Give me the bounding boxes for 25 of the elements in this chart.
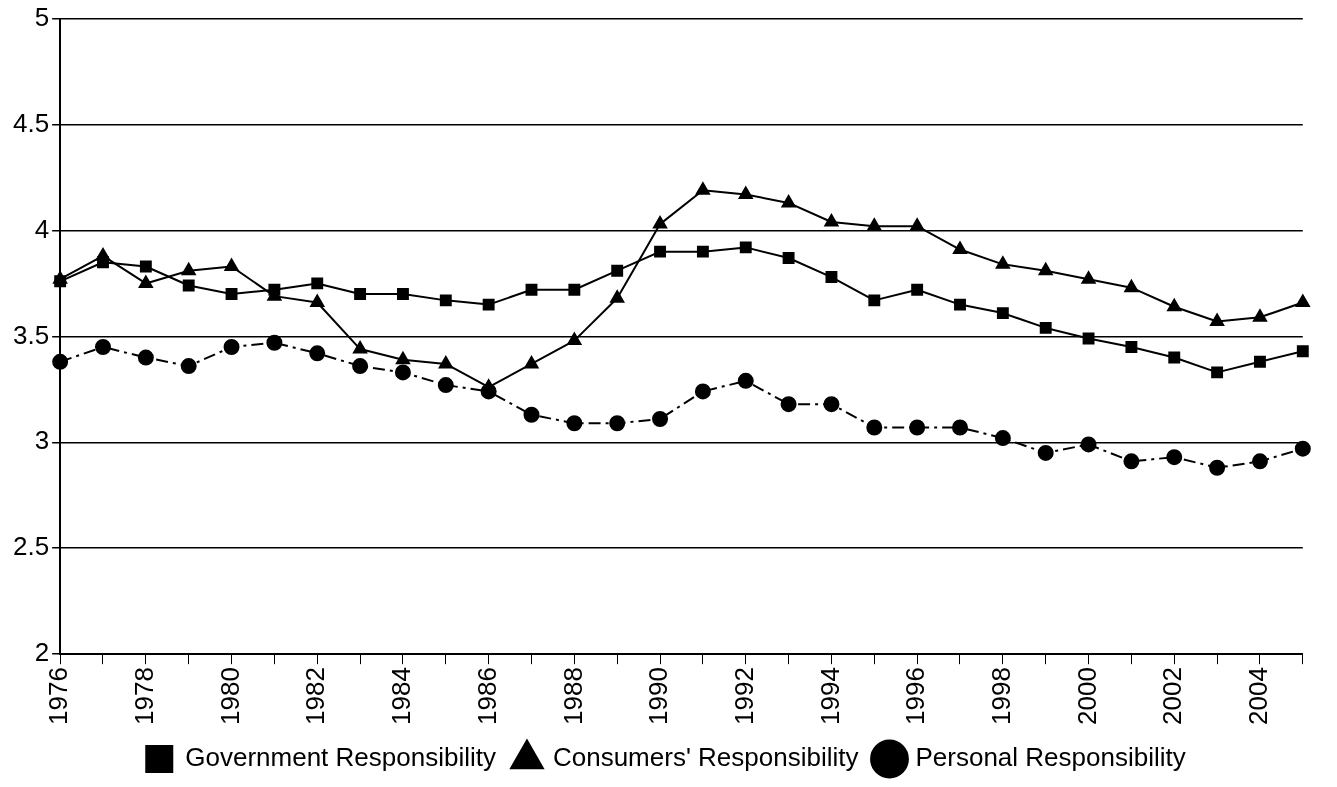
- legend-label: Consumers' Responsibility: [552, 742, 859, 773]
- x-tick-label: 1990: [643, 667, 674, 725]
- legend-label: Government Responsibility: [185, 742, 496, 773]
- x-tick-label: 1988: [557, 667, 588, 725]
- x-tick-label: 2004: [1243, 667, 1274, 725]
- y-tick-label: 2: [34, 637, 50, 668]
- x-tick-label: 1996: [900, 667, 931, 725]
- y-tick-label: 5: [34, 1, 50, 32]
- x-tick-label: 1994: [814, 667, 845, 725]
- legend-label: Personal Responsibility: [915, 742, 1186, 773]
- x-tick-label: 2002: [1157, 667, 1188, 725]
- x-tick-label: 1984: [386, 667, 417, 725]
- x-tick-label: 1976: [43, 667, 74, 725]
- x-tick-label: 1992: [728, 667, 759, 725]
- y-tick-label: 4: [34, 213, 50, 244]
- y-tick-label: 2.5: [12, 531, 50, 562]
- x-tick-label: 1998: [986, 667, 1017, 725]
- x-tick-label: 2000: [1071, 667, 1102, 725]
- x-tick-label: 1978: [129, 667, 160, 725]
- y-tick-label: 3.5: [12, 319, 50, 350]
- y-tick-label: 4.5: [12, 107, 50, 138]
- x-tick-label: 1982: [300, 667, 331, 725]
- x-tick-label: 1986: [471, 667, 502, 725]
- x-tick-label: 1980: [214, 667, 245, 725]
- y-tick-label: 3: [34, 425, 50, 456]
